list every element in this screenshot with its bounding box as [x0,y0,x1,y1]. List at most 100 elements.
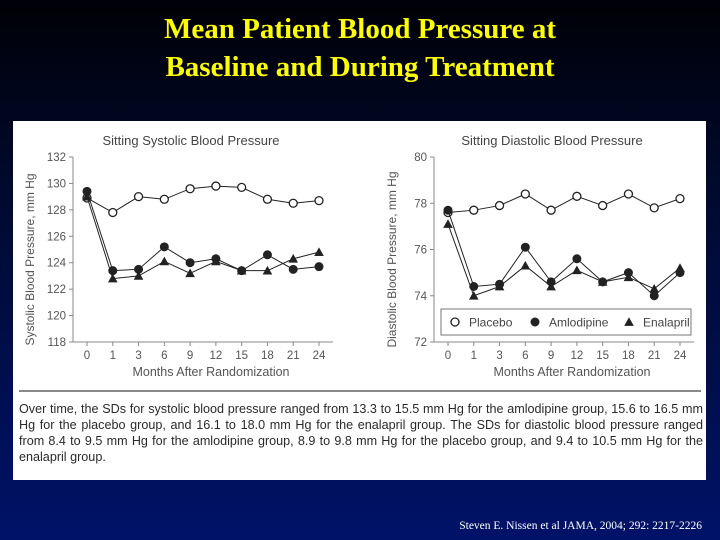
systolic-enalapril-point [262,265,273,275]
diastolic-x-tick-label: 6 [522,350,528,362]
systolic-enalapril-point [288,253,299,263]
systolic-y-tick-label: 126 [47,231,66,243]
systolic-placebo-point [314,195,324,206]
diastolic-y-tick-label: 74 [414,291,427,303]
diastolic-enalapril-point [649,284,660,293]
diastolic-x-tick-label: 18 [622,350,635,362]
systolic-series-enalapril [82,191,324,283]
diastolic-enalapril-line [447,223,681,297]
diastolic-enalapril-point [520,260,531,270]
systolic-y-tick-label: 122 [47,284,66,296]
systolic-series-placebo [82,181,324,218]
systolic-amlodipine-point [314,262,324,272]
diastolic-y-tick-label: 72 [414,337,427,349]
diastolic-series-amlodipine [443,205,685,301]
systolic-y-tick-label: 118 [48,337,66,349]
diastolic-placebo-point [494,200,505,211]
diastolic-placebo-point [623,189,634,199]
systolic-enalapril-point [314,247,324,256]
diastolic-enalapril-point [546,281,556,291]
systolic-placebo-point [211,181,221,191]
legend-placebo-label: Placebo [469,316,513,330]
diastolic-placebo-point [469,205,479,215]
diastolic-amlodipine-point [520,242,530,252]
systolic-x-tick-label: 6 [161,350,167,362]
slide-title-line-1: Mean Patient Blood Pressure at [164,13,556,45]
diastolic-placebo-point [546,205,556,215]
figure-panel: Sitting Systolic Blood Pressure 118 120 122… [13,121,706,480]
systolic-chart-title: Sitting Systolic Blood Pressure [102,133,279,148]
systolic-enalapril-point [159,256,170,266]
systolic-amlodipine-point [159,242,169,252]
diastolic-placebo-point [649,203,659,213]
legend-box [440,308,692,336]
systolic-chart: Sitting Systolic Blood Pressure118120122… [23,133,333,379]
systolic-placebo-point [185,184,195,194]
systolic-amlodipine-point [262,250,272,260]
charts-figure: Sitting Systolic Blood Pressure118120122… [19,133,701,392]
systolic-enalapril-point [107,273,118,283]
diastolic-y-tick-label: 80 [414,152,427,164]
citation: Steven E. Nissen et al JAMA, 2004; 292: … [459,520,702,532]
systolic-series-amlodipine [82,186,324,276]
diastolic-y-tick-label: 78 [414,198,427,210]
diastolic-y-tick-label: 76 [414,245,427,257]
diastolic-x-axis-label: Months After Randomization [493,365,650,379]
diastolic-series-enalapril [443,219,685,300]
diastolic-x-tick-label: 3 [496,350,502,362]
slide-title: Mean Patient Blood Pressure at Baseline … [0,10,720,86]
diastolic-chart-title: Sitting Diastolic Blood Pressure [461,133,642,148]
diastolic-y-axis-label: Diastolic Blood Pressure, mm Hg [385,171,399,347]
diastolic-placebo-point [572,191,582,201]
legend-enalapril-marker [624,317,634,326]
diastolic-amlodipine-point [469,282,479,291]
diastolic-enalapril-point [597,277,608,286]
systolic-y-tick-label: 128 [47,205,66,217]
diastolic-x-tick-label: 24 [674,350,687,362]
systolic-x-tick-label: 24 [313,350,326,362]
diastolic-enalapril-point [675,263,685,272]
diastolic-x-tick-label: 9 [548,350,554,362]
systolic-enalapril-line [86,196,320,280]
diastolic-amlodipine-line [447,210,681,297]
systolic-placebo-line [86,185,320,214]
systolic-amlodipine-point [185,258,195,268]
systolic-enalapril-point [133,271,144,280]
systolic-placebo-point [237,182,247,193]
systolic-amlodipine-line [86,191,320,272]
systolic-x-tick-label: 0 [84,350,90,362]
diastolic-placebo-line [447,193,681,213]
diastolic-enalapril-point [494,281,505,291]
diastolic-x-tick-label: 15 [596,350,609,362]
systolic-placebo-point [159,194,169,204]
systolic-x-tick-label: 15 [235,350,248,362]
diastolic-placebo-point [675,193,685,204]
systolic-y-tick-label: 130 [47,178,66,190]
slide-title-line-2: Baseline and During Treatment [165,51,555,83]
diastolic-amlodipine-point [649,291,659,301]
diastolic-amlodipine-point [572,254,582,264]
systolic-placebo-point [262,194,273,204]
diastolic-amlodipine-point [443,205,453,215]
diastolic-series-placebo [443,189,685,218]
systolic-x-tick-label: 21 [287,350,300,362]
legend-amlodipine-marker [530,317,540,327]
diastolic-enalapril-point [623,272,634,282]
systolic-placebo-point [108,207,118,218]
diastolic-enalapril-point [572,265,582,275]
diastolic-placebo-point [598,200,608,211]
systolic-y-tick-label: 124 [47,258,67,270]
systolic-y-tick-label: 132 [47,152,66,164]
systolic-x-tick-label: 9 [187,350,193,362]
systolic-x-tick-label: 1 [110,350,116,362]
legend-enalapril-label: Enalapril [643,316,690,330]
systolic-placebo-point [133,191,144,202]
legend-amlodipine-label: Amlodipine [549,316,609,330]
systolic-enalapril-point [82,191,92,201]
systolic-x-tick-label: 18 [261,350,274,362]
figure-caption: Over time, the SDs for systolic blood pr… [19,402,703,464]
systolic-amlodipine-point [288,264,298,274]
systolic-x-axis-label: Months After Randomization [132,365,289,379]
systolic-y-axis-label: Systolic Blood Pressure, mm Hg [23,173,37,345]
diastolic-x-tick-label: 21 [648,350,661,362]
